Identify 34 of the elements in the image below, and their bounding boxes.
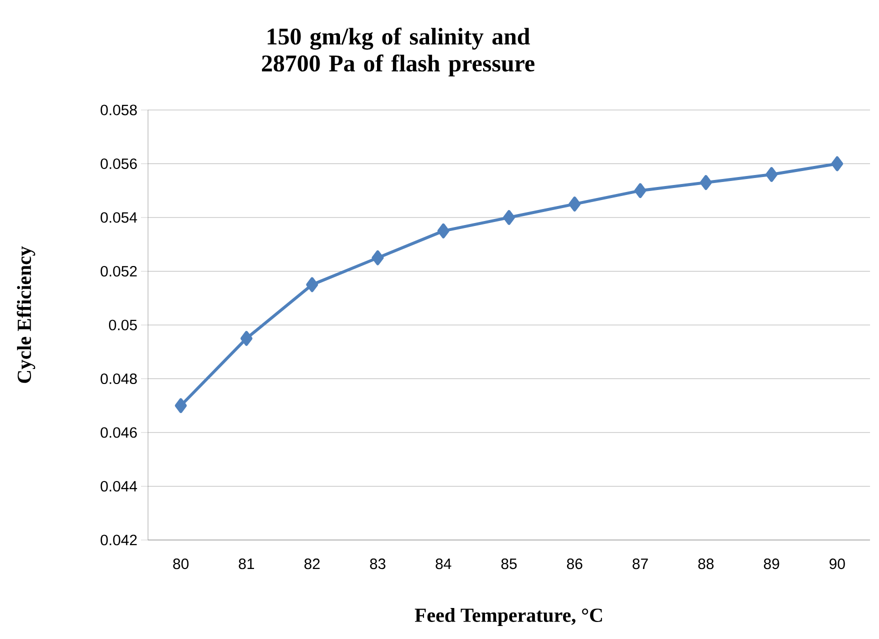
x-tick-label: 89 bbox=[764, 558, 780, 570]
y-tick-label: 0.048 bbox=[100, 373, 137, 384]
y-tick-label: 0.044 bbox=[100, 480, 138, 492]
x-tick-label: 84 bbox=[436, 558, 452, 570]
y-tick-label: 0.058 bbox=[100, 104, 137, 116]
x-tick-label: 81 bbox=[238, 558, 254, 570]
x-tick-label: 86 bbox=[566, 558, 582, 570]
point bbox=[306, 277, 318, 292]
point bbox=[634, 183, 646, 198]
x-tick-label: 80 bbox=[173, 558, 189, 570]
y-tick-label: 0.046 bbox=[100, 427, 137, 438]
x-tick-label: 87 bbox=[632, 558, 648, 570]
x-tick-label: 85 bbox=[501, 558, 517, 570]
point bbox=[503, 210, 515, 225]
y-tick-label: 0.042 bbox=[100, 534, 137, 546]
point bbox=[240, 330, 252, 346]
x-tick-label: 82 bbox=[304, 558, 320, 570]
point bbox=[437, 223, 450, 238]
point bbox=[174, 398, 187, 414]
point bbox=[568, 196, 581, 212]
x-tick-label: 83 bbox=[370, 558, 386, 570]
y-tick-label: 0.056 bbox=[100, 158, 137, 170]
chart-title: 150 gm/kg of salinity and 28700 Pa of flash pressure bbox=[262, 28, 534, 76]
x-tick-label: 90 bbox=[830, 558, 845, 570]
y-tick-label: 0.052 bbox=[100, 266, 137, 277]
y-tick-label: 0.05 bbox=[108, 320, 137, 330]
point bbox=[700, 175, 712, 190]
x-tick-label: 88 bbox=[698, 558, 714, 570]
point bbox=[372, 250, 384, 266]
x-axis-title: Feed Temperature, °C bbox=[414, 608, 602, 626]
point bbox=[766, 167, 778, 182]
y-axis-title: Cycle Efficiency bbox=[16, 246, 36, 383]
point bbox=[831, 156, 844, 172]
y-tick-label: 0.054 bbox=[100, 212, 138, 223]
